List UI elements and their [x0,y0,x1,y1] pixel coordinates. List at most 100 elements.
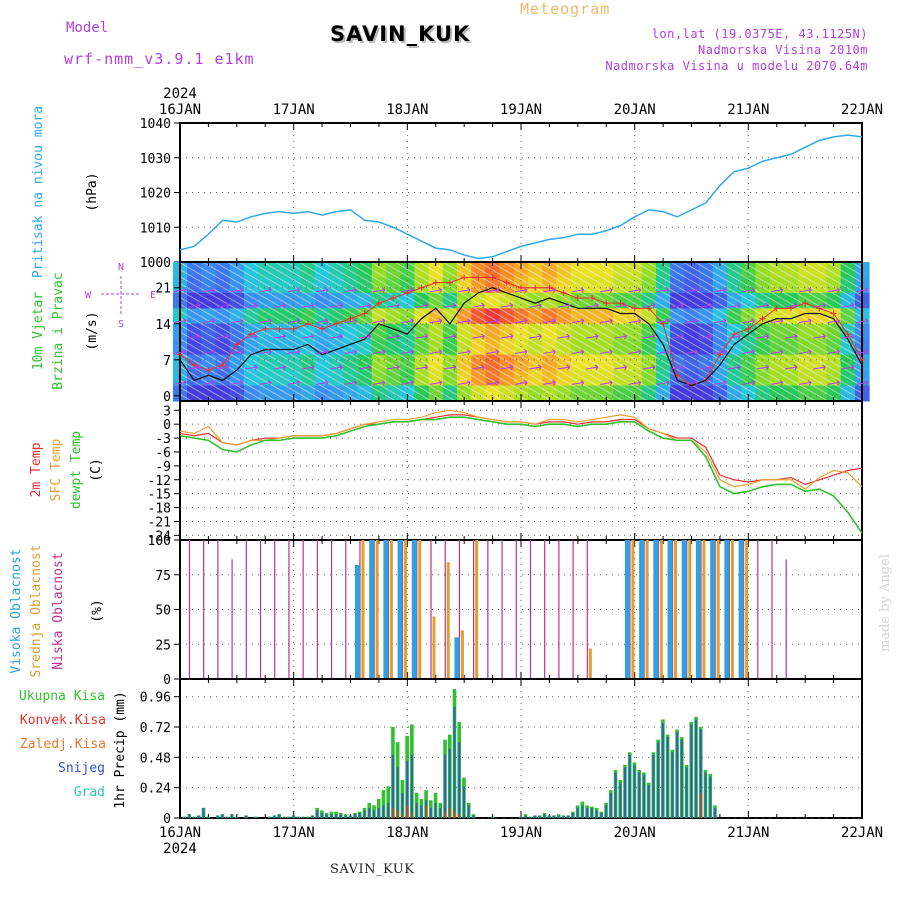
wind-arrow [742,349,755,355]
wind-arrow [287,349,301,355]
wind-arrow [316,379,329,386]
y-tick-label: 7 [163,354,171,369]
elevation-text: Nadmorska Visina 2010m [698,43,868,57]
snow-bar [652,754,655,818]
wind-arrow [855,379,869,386]
wind-arrow [472,333,485,340]
wind-arrow [301,364,315,371]
temp-dewpt-title: dewpt Temp [69,431,84,509]
wind-arrow [657,318,670,324]
wind-arrow [529,364,542,371]
wind-arrow [813,302,826,309]
wind-arrow [799,349,812,355]
wind-arrow [173,379,187,386]
precip-legend-item: Konvek.Kisa [20,713,106,728]
high-cloud-bar [397,540,403,679]
total-precip-bar [386,786,390,818]
gust-marker [219,361,226,368]
y-tick-label: 0.24 [140,782,171,797]
snow-bar [491,816,494,818]
wind-arrow [188,364,201,371]
gust-marker [461,274,468,281]
wind-arrow [600,349,613,355]
wind-arrow [713,349,727,355]
compass-west: W [85,290,92,301]
gust-marker [631,305,638,312]
y-tick-label: -21 [148,515,171,530]
snow-bar [633,764,636,818]
wind-arrow [458,379,471,386]
y-tick-label: -24 [148,529,172,544]
mid-cloud-bar [404,540,408,679]
wind-arrow [642,333,656,340]
wind-arrow [486,379,499,386]
snow-bar [552,815,555,818]
wind-arrow [344,287,357,294]
y-tick-label: 1030 [140,152,171,167]
wind-arrow [230,318,244,324]
time-label-top: 16JAN [159,102,201,118]
wind-arrow [458,318,471,324]
wind-arrow [301,302,315,309]
snow-bar [666,737,669,818]
meteogram-title: Meteogram [520,0,611,18]
mid-cloud-title: Srednja Oblacnost [29,544,44,677]
wind-arrow [813,333,826,340]
wind-arrow [742,287,755,294]
wind-arrow [628,318,642,324]
high-cloud-bar [667,540,673,679]
wind-arrow [713,318,727,324]
gust-marker [390,295,397,302]
snow-bar [396,767,399,818]
wind-arrow [173,318,187,324]
snow-bar [268,816,271,818]
wind-arrow [415,364,428,371]
snow-bar [543,814,546,818]
snow-bar [453,706,456,818]
time-label-bottom: 16JAN [159,825,201,841]
wind-arrow [770,379,784,386]
y-tick-label: -9 [155,460,171,475]
snow-bar [534,815,537,818]
wind-arrow [415,333,428,340]
wind-arrow [514,287,528,294]
snow-bar [609,792,612,818]
wind-arrow [642,302,656,309]
low-cloud-title: Niska Oblacnost [51,552,66,669]
wind-arrow [642,364,656,371]
wind-arrow [699,364,713,371]
high-cloud-title: Visoka Oblacnost [9,548,24,673]
wind-arrow [358,364,372,371]
wind-arrow [855,318,869,324]
wind-arrow [571,349,585,355]
mid-cloud-bar [659,540,663,679]
wind-arrow [330,302,343,309]
snow-bar [690,724,693,818]
snow-bar [695,719,698,818]
snow-bar [439,807,442,818]
snow-bar [661,723,664,818]
wind-arrow [784,302,798,309]
snow-bar [245,815,248,818]
snow-bar [363,810,366,818]
wind-arrow [657,287,670,294]
snow-bar [420,805,423,818]
wind-arrow [514,349,528,355]
snow-bar [605,805,608,818]
snow-bar [382,805,385,818]
wind-arrow [841,302,855,309]
precip-frame [179,678,863,819]
gust-marker [233,341,240,348]
y-tick-label: -15 [148,488,171,503]
gust-marker [546,284,553,291]
snow-bar [548,815,551,818]
high-cloud-bar [454,637,460,679]
snow-bar [557,815,560,818]
wind-arrow [600,318,613,324]
snow-bar [358,812,361,818]
time-label-top: 17JAN [273,102,315,118]
wind-arrow [244,333,258,340]
precip-legend-item: Grad [74,785,105,800]
wind-arrow [728,333,741,340]
